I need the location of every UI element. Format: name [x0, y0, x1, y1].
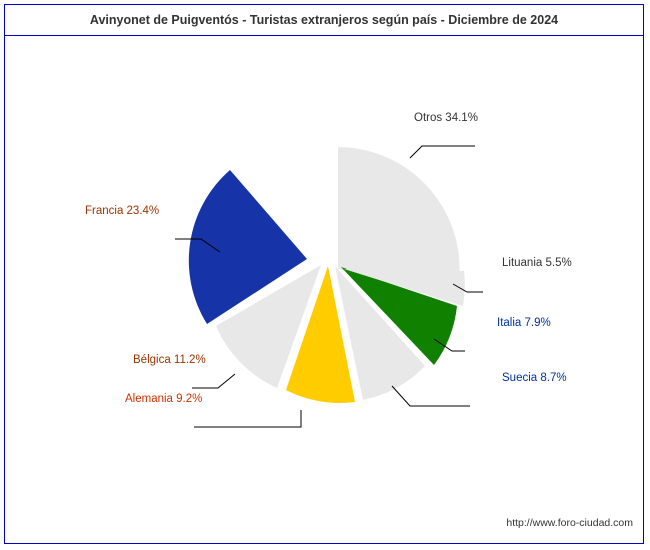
pie-chart-area: Otros 34.1% Francia 23.4% Bélgica 11.2% …: [5, 36, 643, 543]
pie-label-alemania: Alemania 9.2%: [125, 393, 203, 405]
leader-line-belgica: [192, 373, 236, 389]
pie-slice-belgica[interactable]: [216, 265, 321, 388]
pie-label-suecia: Suecia 8.7%: [502, 372, 567, 384]
pie-slice-otros[interactable]: [338, 147, 460, 294]
leader-line-otros: [409, 145, 475, 159]
pie-slice-francia[interactable]: [188, 170, 307, 324]
pie-label-belgica: Bélgica 11.2%: [133, 354, 206, 366]
pie-chart-svg: [175, 145, 483, 428]
pie-slice-lituania[interactable]: [344, 269, 465, 306]
pie-slice-italia[interactable]: [341, 267, 457, 365]
title-bar: Avinyonet de Puigventós - Turistas extra…: [5, 5, 643, 36]
page-title: Avinyonet de Puigventós - Turistas extra…: [89, 13, 559, 27]
leader-line-italia: [433, 338, 465, 352]
pie-label-italia: Italia 7.9%: [497, 317, 551, 329]
pie-slice-suecia[interactable]: [335, 266, 425, 400]
leader-line-alemania: [194, 410, 302, 428]
pie-label-otros: Otros 34.1%: [414, 112, 478, 124]
pie-label-francia: Francia 23.4%: [85, 205, 160, 217]
leader-line-suecia: [391, 385, 470, 407]
pie-slice-alemania[interactable]: [286, 266, 355, 403]
leader-line-francia: [175, 238, 221, 253]
source-url: http://www.foro-ciudad.com: [506, 517, 633, 529]
pie-label-lituania: Lituania 5.5%: [502, 257, 572, 269]
chart-frame: Avinyonet de Puigventós - Turistas extra…: [4, 4, 644, 544]
leader-line-lituania: [452, 283, 483, 293]
